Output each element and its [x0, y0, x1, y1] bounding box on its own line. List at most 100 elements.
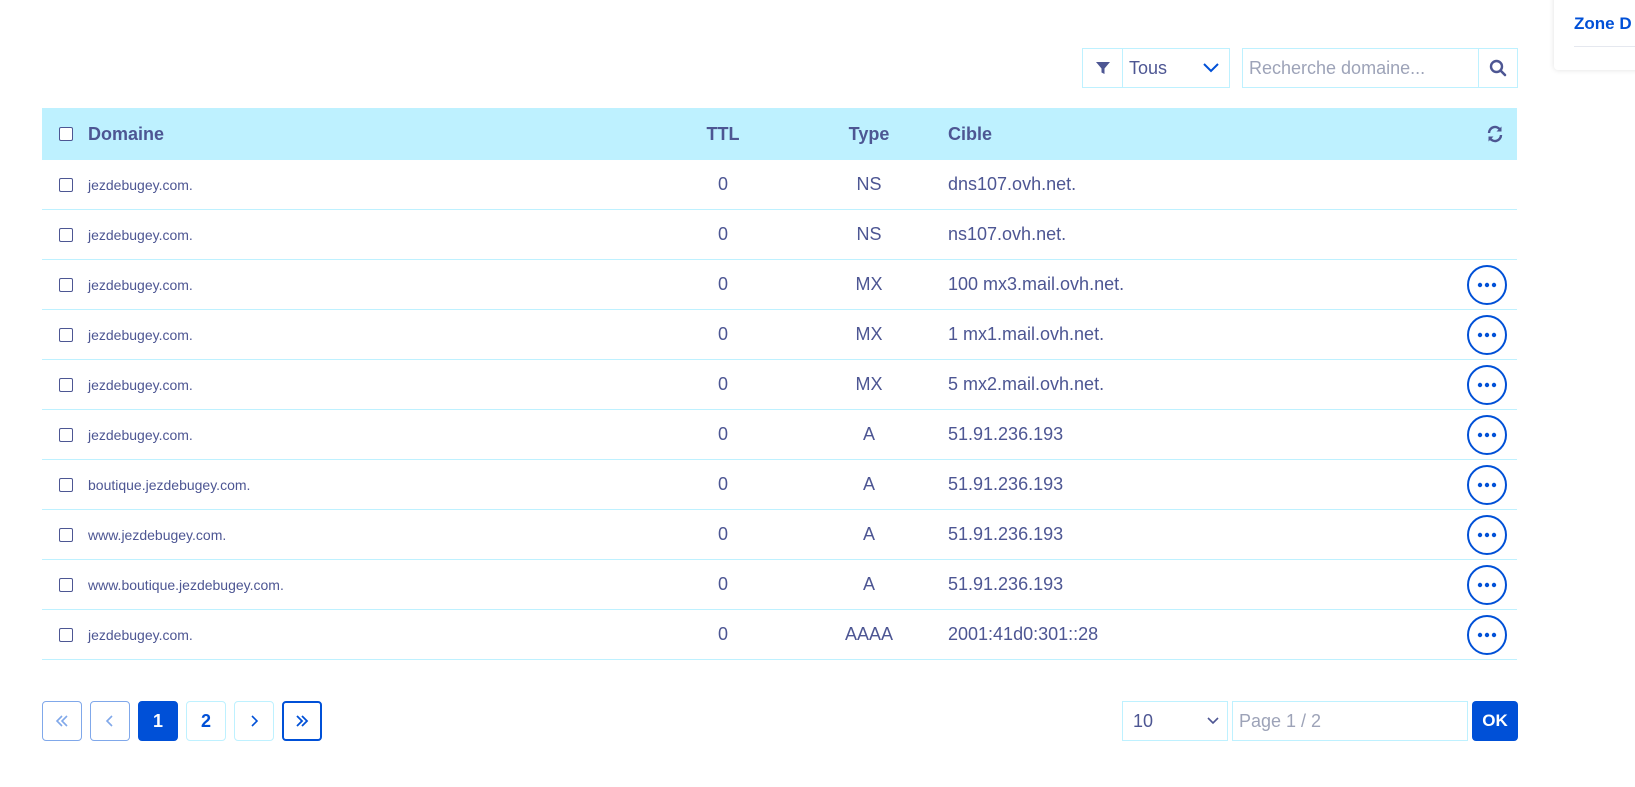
more-options-icon [1477, 632, 1497, 637]
table-row: jezdebugey.com. 0 MX 5 mx2.mail.ovh.net. [42, 360, 1517, 410]
select-all-checkbox[interactable] [59, 127, 73, 141]
row-actions [1460, 464, 1517, 505]
row-checkbox[interactable] [59, 227, 73, 242]
zone-card-divider [1574, 46, 1635, 47]
refresh-icon [1487, 125, 1503, 143]
next-page-button[interactable] [234, 701, 274, 741]
row-checkbox-cell [42, 177, 88, 192]
row-actions-button[interactable] [1467, 364, 1507, 405]
header-domain[interactable]: Domaine [88, 123, 165, 144]
table-body: jezdebugey.com. 0 NS dns107.ovh.net. jez… [42, 160, 1517, 660]
refresh-button[interactable] [1483, 122, 1507, 146]
row-actions-button[interactable] [1467, 264, 1507, 305]
chevron-right-icon [251, 715, 259, 727]
filter-button[interactable] [1082, 48, 1122, 88]
row-checkbox[interactable] [59, 427, 73, 442]
row-actions-button[interactable] [1467, 614, 1507, 655]
row-domain: jezdebugey.com. [88, 426, 193, 443]
row-actions [1460, 364, 1517, 405]
row-checkbox-cell [42, 277, 88, 292]
row-checkbox[interactable] [59, 527, 73, 542]
row-checkbox-cell [42, 227, 88, 242]
row-type: A [862, 474, 875, 494]
double-chevron-left-icon [55, 715, 68, 727]
row-ttl: 0 [717, 374, 728, 394]
more-options-icon [1477, 332, 1497, 337]
row-actions-button[interactable] [1467, 414, 1507, 455]
search-icon [1489, 59, 1507, 77]
row-ttl: 0 [717, 524, 728, 544]
zone-card-title[interactable]: Zone D [1574, 14, 1632, 33]
row-ttl: 0 [717, 274, 728, 294]
row-domain: jezdebugey.com. [88, 176, 193, 193]
row-target: 51.91.236.193 [948, 524, 1064, 544]
row-checkbox-cell [42, 577, 88, 592]
row-actions-button[interactable] [1467, 464, 1507, 505]
row-actions [1460, 264, 1517, 305]
more-options-icon [1477, 432, 1497, 437]
table-row: jezdebugey.com. 0 A 51.91.236.193 [42, 410, 1517, 460]
row-type: NS [856, 174, 882, 194]
type-filter-select[interactable]: Tous [1122, 48, 1230, 88]
page-number-input[interactable] [1232, 701, 1468, 741]
row-checkbox[interactable] [59, 377, 73, 392]
row-domain: jezdebugey.com. [88, 376, 193, 393]
row-checkbox[interactable] [59, 477, 73, 492]
row-type: AAAA [844, 624, 894, 644]
row-domain: boutique.jezdebugey.com. [88, 476, 251, 493]
row-target: 1 mx1.mail.ovh.net. [948, 324, 1105, 344]
row-actions-button[interactable] [1467, 564, 1507, 605]
page-button-1[interactable]: 1 [138, 701, 178, 741]
row-actions [1460, 514, 1517, 555]
row-checkbox-cell [42, 427, 88, 442]
row-type: A [862, 424, 875, 444]
row-checkbox[interactable] [59, 177, 73, 192]
row-checkbox[interactable] [59, 277, 73, 292]
chevron-left-icon [105, 715, 113, 727]
row-target: dns107.ovh.net. [948, 174, 1077, 194]
row-actions-button[interactable] [1467, 514, 1507, 555]
row-ttl: 0 [717, 324, 728, 344]
row-domain: jezdebugey.com. [88, 626, 193, 643]
row-actions [1460, 314, 1517, 355]
search-group [1242, 48, 1518, 88]
row-ttl: 0 [717, 174, 728, 194]
first-page-button[interactable] [42, 701, 82, 741]
row-type: MX [855, 274, 883, 294]
row-checkbox[interactable] [59, 627, 73, 642]
table-row: jezdebugey.com. 0 MX 1 mx1.mail.ovh.net. [42, 310, 1517, 360]
table-header: Domaine TTL Type Cible [42, 108, 1517, 160]
row-domain: www.jezdebugey.com. [88, 526, 227, 543]
pagination: 1 2 [42, 701, 322, 741]
filter-bar: Tous [1082, 48, 1518, 88]
page-button-2[interactable]: 2 [186, 701, 226, 741]
items-per-page-select[interactable]: 10 [1122, 701, 1228, 741]
search-input[interactable] [1242, 48, 1478, 88]
search-button[interactable] [1478, 48, 1518, 88]
row-checkbox-cell [42, 627, 88, 642]
type-filter-value: Tous [1129, 57, 1168, 78]
row-checkbox[interactable] [59, 577, 73, 592]
row-actions [1460, 614, 1517, 655]
row-type: MX [855, 324, 883, 344]
row-type: NS [856, 224, 882, 244]
last-page-button[interactable] [282, 701, 322, 741]
row-checkbox-cell [42, 527, 88, 542]
row-actions-button[interactable] [1467, 314, 1507, 355]
row-type: A [862, 524, 875, 544]
header-target[interactable]: Cible [948, 123, 993, 144]
row-checkbox-cell [42, 377, 88, 392]
table-row: jezdebugey.com. 0 NS ns107.ovh.net. [42, 210, 1517, 260]
row-domain: www.boutique.jezdebugey.com. [88, 576, 284, 593]
row-ttl: 0 [717, 574, 728, 594]
previous-page-button[interactable] [90, 701, 130, 741]
row-target: 5 mx2.mail.ovh.net. [948, 374, 1105, 394]
row-domain: jezdebugey.com. [88, 226, 193, 243]
header-ttl[interactable]: TTL [706, 123, 740, 144]
row-checkbox[interactable] [59, 327, 73, 342]
row-checkbox-cell [42, 327, 88, 342]
go-to-page-button[interactable]: OK [1472, 701, 1518, 741]
row-checkbox-cell [42, 477, 88, 492]
header-type[interactable]: Type [848, 123, 890, 144]
table-row: jezdebugey.com. 0 AAAA 2001:41d0:301::28 [42, 610, 1517, 660]
